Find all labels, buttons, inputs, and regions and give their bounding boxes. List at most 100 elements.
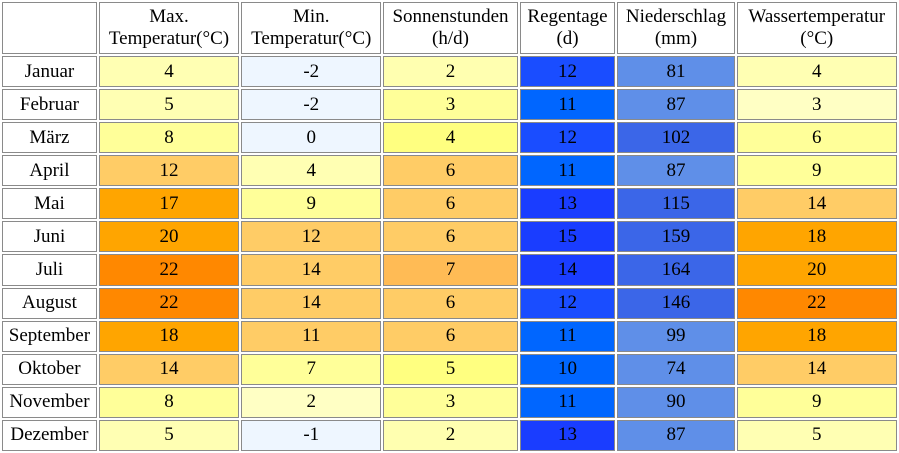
cell-rain-days: 11 xyxy=(519,320,616,352)
cell-sunshine: 5 xyxy=(383,353,518,385)
table-row: März 8 0 4 12 102 6 xyxy=(2,122,897,154)
cell-min-temp: 4 xyxy=(241,155,382,187)
cell-precipitation: 74 xyxy=(617,353,735,385)
cell-water-temp: 9 xyxy=(736,155,897,187)
cell-max-temp: 22 xyxy=(98,287,240,319)
cell-rain-days: 12 xyxy=(519,56,616,88)
cell-sunshine: 6 xyxy=(383,221,518,253)
header-line: Temperatur(°C) xyxy=(108,28,230,49)
cell-precipitation: 146 xyxy=(617,287,735,319)
header-line: Niederschlag xyxy=(625,6,727,27)
cell-max-temp: 8 xyxy=(98,386,240,418)
cell-sunshine: 6 xyxy=(383,155,518,187)
cell-min-temp: 11 xyxy=(241,320,382,352)
cell-water-temp: 18 xyxy=(736,221,897,253)
cell-min-temp: -1 xyxy=(241,419,382,451)
cell-max-temp: 8 xyxy=(98,122,240,154)
header-line: (mm) xyxy=(654,28,698,49)
cell-min-temp: 9 xyxy=(241,188,382,220)
cell-precipitation: 87 xyxy=(617,419,735,451)
month-label: Mai xyxy=(2,188,97,220)
cell-max-temp: 14 xyxy=(98,353,240,385)
cell-sunshine: 7 xyxy=(383,254,518,286)
table-row: Dezember 5 -1 2 13 87 5 xyxy=(2,419,897,451)
header-sunshine: Sonnenstunden (h/d) xyxy=(383,2,518,54)
table-row: Mai 17 9 6 13 115 14 xyxy=(2,188,897,220)
cell-precipitation: 159 xyxy=(617,221,735,253)
cell-water-temp: 18 xyxy=(736,320,897,352)
cell-precipitation: 102 xyxy=(617,122,735,154)
cell-water-temp: 5 xyxy=(736,419,897,451)
header-min-temp: Min. Temperatur(°C) xyxy=(241,2,382,54)
table-row: Oktober 14 7 5 10 74 14 xyxy=(2,353,897,385)
header-line: (d) xyxy=(556,28,579,49)
header-line: (h/d) xyxy=(432,28,469,49)
cell-rain-days: 12 xyxy=(519,122,616,154)
cell-max-temp: 18 xyxy=(98,320,240,352)
month-label: August xyxy=(2,287,97,319)
cell-sunshine: 4 xyxy=(383,122,518,154)
cell-min-temp: 0 xyxy=(241,122,382,154)
header-line: Regentage xyxy=(527,6,608,27)
table-row: August 22 14 6 12 146 22 xyxy=(2,287,897,319)
cell-max-temp: 17 xyxy=(98,188,240,220)
cell-rain-days: 11 xyxy=(519,155,616,187)
cell-sunshine: 3 xyxy=(383,386,518,418)
cell-min-temp: 14 xyxy=(241,287,382,319)
header-line: Temperatur(°C) xyxy=(251,28,372,49)
header-rain-days: Regentage (d) xyxy=(519,2,616,54)
cell-min-temp: 7 xyxy=(241,353,382,385)
cell-rain-days: 13 xyxy=(519,419,616,451)
header-water-temp: Wassertemperatur (°C) xyxy=(736,2,897,54)
cell-precipitation: 164 xyxy=(617,254,735,286)
header-max-temp: Max. Temperatur(°C) xyxy=(98,2,240,54)
month-label: Juli xyxy=(2,254,97,286)
cell-max-temp: 5 xyxy=(98,89,240,121)
header-line: Sonnenstunden xyxy=(392,6,509,27)
cell-max-temp: 5 xyxy=(98,419,240,451)
cell-rain-days: 14 xyxy=(519,254,616,286)
table-row: Februar 5 -2 3 11 87 3 xyxy=(2,89,897,121)
cell-max-temp: 12 xyxy=(98,155,240,187)
header-line: (°C) xyxy=(800,28,834,49)
cell-sunshine: 6 xyxy=(383,287,518,319)
cell-rain-days: 13 xyxy=(519,188,616,220)
table-row: Juli 22 14 7 14 164 20 xyxy=(2,254,897,286)
cell-precipitation: 81 xyxy=(617,56,735,88)
header-line: Max. xyxy=(149,6,189,27)
cell-min-temp: -2 xyxy=(241,89,382,121)
month-label: Dezember xyxy=(2,419,97,451)
month-label: September xyxy=(2,320,97,352)
cell-rain-days: 12 xyxy=(519,287,616,319)
cell-max-temp: 22 xyxy=(98,254,240,286)
month-label: April xyxy=(2,155,97,187)
cell-water-temp: 22 xyxy=(736,287,897,319)
month-label: Oktober xyxy=(2,353,97,385)
table-body: Januar 4 -2 2 12 81 4 Februar 5 -2 3 11 … xyxy=(2,56,897,451)
cell-sunshine: 3 xyxy=(383,89,518,121)
cell-water-temp: 14 xyxy=(736,188,897,220)
cell-precipitation: 90 xyxy=(617,386,735,418)
cell-min-temp: 2 xyxy=(241,386,382,418)
cell-max-temp: 20 xyxy=(98,221,240,253)
table-row: April 12 4 6 11 87 9 xyxy=(2,155,897,187)
table-row: Januar 4 -2 2 12 81 4 xyxy=(2,56,897,88)
month-label: November xyxy=(2,386,97,418)
cell-min-temp: -2 xyxy=(241,56,382,88)
corner-cell xyxy=(2,2,97,54)
cell-precipitation: 99 xyxy=(617,320,735,352)
cell-rain-days: 15 xyxy=(519,221,616,253)
month-label: Februar xyxy=(2,89,97,121)
cell-water-temp: 20 xyxy=(736,254,897,286)
cell-water-temp: 6 xyxy=(736,122,897,154)
cell-min-temp: 12 xyxy=(241,221,382,253)
header-precipitation: Niederschlag (mm) xyxy=(617,2,735,54)
cell-water-temp: 14 xyxy=(736,353,897,385)
cell-precipitation: 87 xyxy=(617,89,735,121)
cell-rain-days: 11 xyxy=(519,89,616,121)
cell-sunshine: 6 xyxy=(383,188,518,220)
cell-max-temp: 4 xyxy=(98,56,240,88)
cell-precipitation: 87 xyxy=(617,155,735,187)
header-line: Wassertemperatur xyxy=(748,6,886,27)
